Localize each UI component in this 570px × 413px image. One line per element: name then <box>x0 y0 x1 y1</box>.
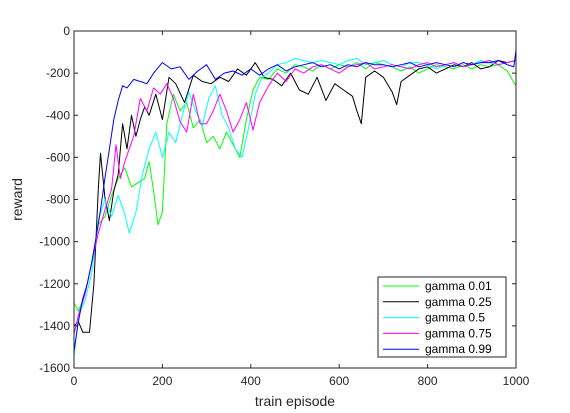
y-tick-label: -800 <box>46 193 70 207</box>
legend-label: gamma 0.01 <box>425 279 492 293</box>
x-tick-label: 1000 <box>503 374 530 388</box>
series-layer <box>74 49 516 358</box>
y-tick-label: -400 <box>46 108 70 122</box>
x-tick-label: 0 <box>71 374 78 388</box>
x-ticks: 0 200 400 600 800 1000 <box>71 31 530 388</box>
legend-label: gamma 0.5 <box>425 311 485 325</box>
y-tick-label: -1600 <box>39 361 70 375</box>
legend-label: gamma 0.25 <box>425 295 492 309</box>
legend-label: gamma 0.75 <box>425 326 492 340</box>
y-ticks: 0 -200 -400 -600 -800 -1000 -1200 -1400 -1600 <box>39 24 516 375</box>
y-axis-label: reward <box>9 178 25 221</box>
y-tick-label: -600 <box>46 150 70 164</box>
x-tick-label: 200 <box>152 374 172 388</box>
x-axis-label: train episode <box>255 393 335 409</box>
y-tick-label: 0 <box>63 24 70 38</box>
legend-box <box>377 276 507 358</box>
legend-label: gamma 0.99 <box>425 342 492 356</box>
series-line-gamma-0-25 <box>74 60 516 333</box>
series-line-gamma-0-75 <box>74 60 516 335</box>
y-tick-label: -1400 <box>39 319 70 333</box>
x-tick-label: 600 <box>329 374 349 388</box>
series-line-gamma-0-5 <box>74 57 516 358</box>
y-tick-label: -200 <box>46 66 70 80</box>
y-tick-label: -1200 <box>39 277 70 291</box>
y-tick-label: -1000 <box>39 235 70 249</box>
x-tick-label: 800 <box>418 374 438 388</box>
x-tick-label: 400 <box>241 374 261 388</box>
series-line-gamma-0-99 <box>74 49 516 352</box>
